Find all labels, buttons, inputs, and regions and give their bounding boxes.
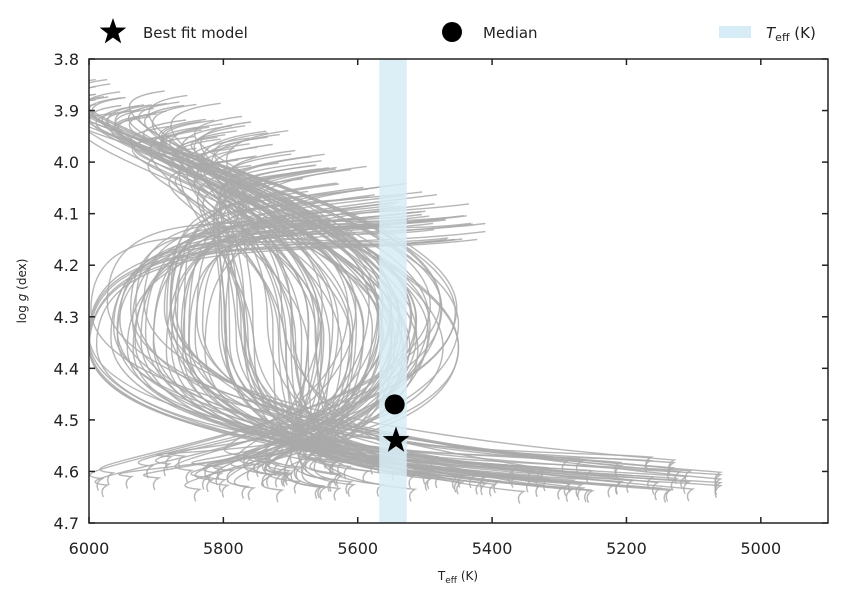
stellar-track [89,86,460,502]
y-tick-label: 4.4 [54,359,79,378]
best-fit-star [382,426,410,452]
y-tick-label: 4.2 [54,256,79,275]
x-axis-ticks: 6000 5800 5600 5400 5200 5000 [69,59,781,558]
stellar-track [128,110,418,501]
stellar-track [217,166,498,497]
y-axis-label-pre: log [15,301,29,323]
x-tick-label: 5200 [606,539,647,558]
x-axis-label-main: T [437,569,446,583]
y-tick-label: 4.5 [54,411,79,430]
stellar-track [168,159,418,502]
x-tick-label: 5600 [337,539,378,558]
teff-band [379,59,407,523]
y-tick-label: 3.9 [54,102,79,121]
y-axis-label-post: (dex) [15,259,29,294]
legend-star-icon [99,18,127,44]
x-tick-label: 6000 [69,539,110,558]
stellar-track [89,83,413,483]
x-tick-label: 5000 [740,539,781,558]
legend-band-icon [719,26,751,38]
legend: Best fit model Median Teff (K) [99,18,816,44]
stellar-track [128,90,444,470]
y-tick-label: 4.3 [54,308,79,327]
legend-teff-unit: (K) [790,24,816,42]
stellar-track [170,191,661,495]
legend-best-fit-label: Best fit model [143,24,248,42]
stellar-track [181,147,345,488]
stellar-track [169,123,338,492]
y-axis-ticks: 3.8 3.9 4.0 4.1 4.2 4.3 4.4 4.5 4.6 4.7 [54,50,828,533]
y-tick-label: 4.7 [54,514,79,533]
stellar-track [116,217,656,490]
legend-circle-icon [442,22,462,42]
stellar-track [224,184,537,483]
legend-teff-sub: eff [775,31,790,44]
y-axis-label: log g (dex) [15,259,29,324]
y-tick-label: 3.8 [54,50,79,69]
stellar-track [152,182,585,474]
y-axis-label-italic: g [15,293,29,301]
x-tick-label: 5800 [203,539,244,558]
stellar-track [147,147,328,500]
stellar-track [194,156,357,498]
stellar-track [89,78,417,493]
stellar-track [89,238,675,502]
stellar-track [89,230,680,491]
x-axis-label: Teff (K) [437,569,478,586]
y-tick-label: 4.0 [54,153,79,172]
median-marker [384,394,405,415]
legend-teff-main: T [766,24,777,42]
x-axis-label-unit: (K) [457,569,478,583]
legend-median-label: Median [483,24,538,42]
x-tick-label: 5400 [472,539,513,558]
legend-teff-label: Teff (K) [766,24,816,44]
x-axis-label-sub: eff [445,576,458,586]
plot-frame [88,58,829,524]
stellar-track [143,222,677,473]
stellar-track [89,93,458,477]
stellar-track [95,238,694,484]
stellar-track [172,138,353,469]
y-tick-label: 4.1 [54,205,79,224]
stellar-track [178,137,478,489]
y-tick-label: 4.6 [54,462,79,481]
stellar-track [116,218,692,495]
stellar-track [218,155,520,488]
stellar-track [142,119,370,473]
